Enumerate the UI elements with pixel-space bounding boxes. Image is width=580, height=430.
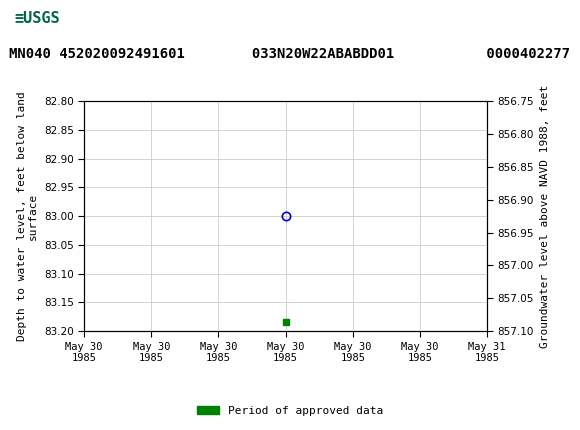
Text: MN040 452020092491601        033N20W22ABABDD01           0000402277: MN040 452020092491601 033N20W22ABABDD01 … [9, 47, 571, 61]
Text: ≡USGS: ≡USGS [14, 11, 60, 26]
Bar [6, 3, 104, 34]
Legend: Period of approved data: Period of approved data [193, 401, 387, 420]
Y-axis label: Depth to water level, feet below land
surface: Depth to water level, feet below land su… [17, 91, 38, 341]
Y-axis label: Groundwater level above NAVD 1988, feet: Groundwater level above NAVD 1988, feet [539, 84, 550, 348]
